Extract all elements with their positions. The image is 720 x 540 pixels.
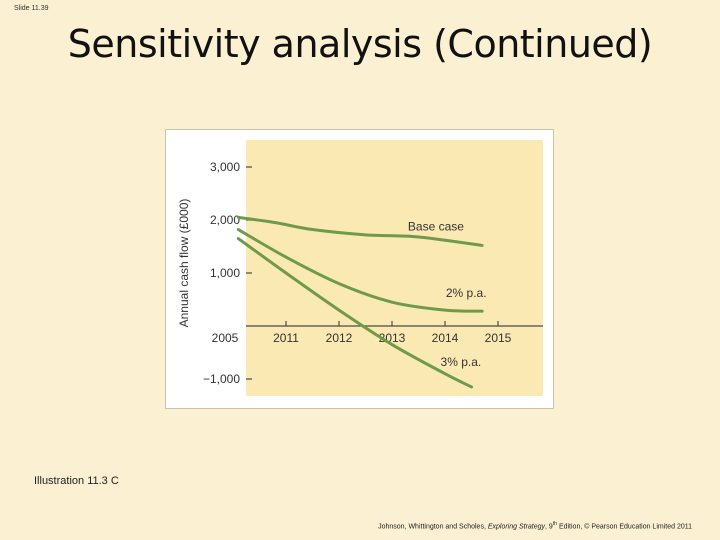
illustration-caption: Illustration 11.3 C (34, 475, 119, 487)
credit-edition-prefix: , 9 (545, 523, 553, 531)
credit-edition-suffix: Edition, © Pearson Education Limited 201… (557, 523, 692, 531)
series-line (236, 215, 484, 247)
x-tick-label: 2005 (212, 331, 239, 345)
credit-edition-sup: th (552, 521, 557, 527)
x-tick-label: 2011 (273, 331, 299, 345)
series-annotation: Base case (408, 220, 464, 234)
series-annotation: 3% p.a. (441, 355, 482, 369)
y-tick-label: 1,000 (210, 266, 240, 280)
slide-number: Slide 11.39 (14, 5, 49, 12)
y-tick-label: 3,000 (210, 160, 240, 174)
series-line (236, 237, 473, 389)
plot-area (246, 140, 543, 396)
x-tick-label: 2012 (326, 331, 353, 345)
series-line (236, 228, 484, 313)
slide-title: Sensitivity analysis (Continued) (67, 22, 653, 66)
y-axis-title: Annual cash flow (£000) (177, 199, 191, 328)
y-tick-label: 2,000 (210, 213, 240, 227)
x-tick-label: 2015 (485, 331, 512, 345)
chart-frame: 3,000 2,000 1,000 −1,000 2005 2011 2012 2013 201… (165, 129, 554, 409)
source-credit: Johnson, Whittington and Scholes, Explor… (378, 521, 692, 530)
x-tick-label: 2014 (432, 331, 459, 345)
series-annotation: 2% p.a. (446, 286, 487, 300)
credit-book-title: Exploring Strategy (487, 523, 546, 531)
credit-authors: Johnson, Whittington and Scholes, (378, 523, 488, 531)
y-tick-label: −1,000 (203, 372, 240, 386)
